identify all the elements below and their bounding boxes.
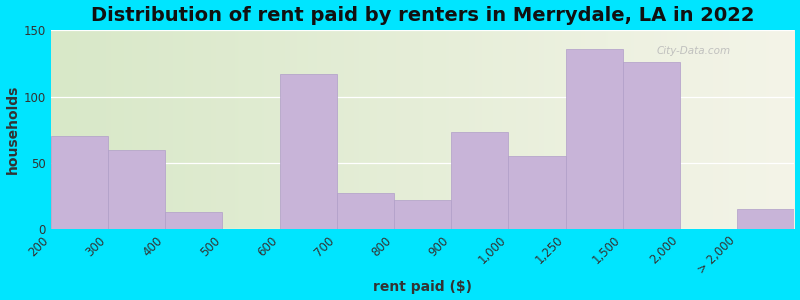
Bar	[394, 200, 451, 229]
Bar	[738, 209, 794, 229]
Bar	[108, 149, 166, 229]
Title: Distribution of rent paid by renters in Merrydale, LA in 2022: Distribution of rent paid by renters in …	[91, 6, 754, 25]
Bar	[623, 62, 680, 229]
Bar	[451, 132, 509, 229]
X-axis label: rent paid ($): rent paid ($)	[373, 280, 472, 294]
Y-axis label: households: households	[6, 85, 19, 174]
Bar	[337, 193, 394, 229]
Bar	[509, 156, 566, 229]
Text: City-Data.com: City-Data.com	[657, 46, 731, 56]
Bar	[166, 212, 222, 229]
Bar	[566, 49, 623, 229]
Bar	[51, 136, 108, 229]
Bar	[280, 74, 337, 229]
